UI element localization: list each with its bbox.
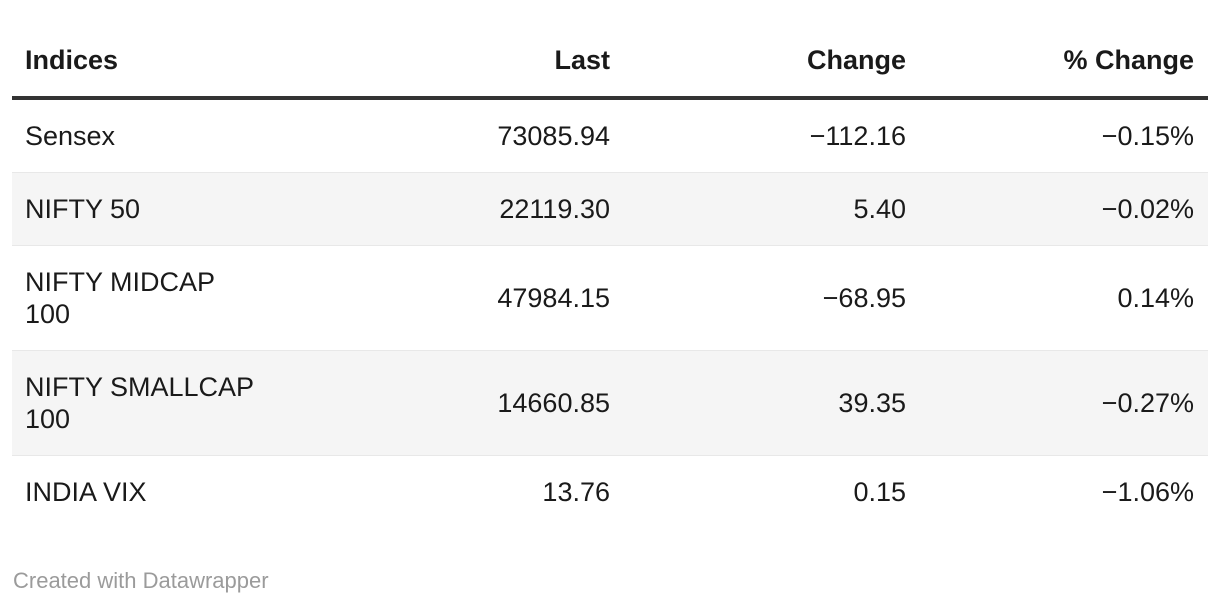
pct-change-value: −0.27% (920, 350, 1208, 456)
change-value: 39.35 (624, 350, 920, 456)
index-name: NIFTY MIDCAP 100 (12, 245, 274, 351)
table-row-nifty-50: NIFTY 50 22119.30 5.40 −0.02% (12, 172, 1208, 246)
column-header-pct-change: % Change (920, 37, 1208, 100)
column-header-change: Change (624, 37, 920, 100)
change-value: −112.16 (624, 98, 920, 173)
last-value: 47984.15 (274, 245, 624, 351)
change-value: 5.40 (624, 172, 920, 246)
datawrapper-attribution-link[interactable]: Created with Datawrapper (13, 568, 269, 593)
last-value: 73085.94 (274, 98, 624, 173)
last-value: 13.76 (542, 477, 610, 507)
column-header-last: Last (274, 37, 624, 100)
pct-change-value: 0.14% (920, 245, 1208, 351)
change-value: −68.95 (624, 245, 920, 351)
index-name: NIFTY 50 (12, 172, 274, 246)
index-name: INDIA VIX (25, 477, 147, 507)
last-value: 22119.30 (274, 172, 624, 246)
column-header-indices: Indices (12, 37, 274, 100)
pct-change-value: −0.02% (920, 172, 1208, 246)
index-name: Sensex (12, 98, 274, 173)
table-row-nifty-smallcap-100: NIFTY SMALLCAP 100 14660.85 39.35 −0.27% (12, 350, 1208, 456)
indices-table: Indices Last Change % Change Sensex 7308… (12, 37, 1208, 528)
table-row-india-vix: INDIA VIX 13.76 0.15 −1.06% (12, 456, 1208, 529)
pct-change-value: −1.06% (1101, 477, 1194, 507)
table-row-sensex: Sensex 73085.94 −112.16 −0.15% (12, 98, 1208, 173)
last-value: 14660.85 (274, 350, 624, 456)
header-row: Indices Last Change % Change (12, 37, 1208, 100)
pct-change-value: −0.15% (920, 98, 1208, 173)
table-row-nifty-midcap-100: NIFTY MIDCAP 100 47984.15 −68.95 0.14% (12, 245, 1208, 351)
change-value: 0.15 (853, 477, 906, 507)
index-name: NIFTY SMALLCAP 100 (12, 350, 274, 456)
